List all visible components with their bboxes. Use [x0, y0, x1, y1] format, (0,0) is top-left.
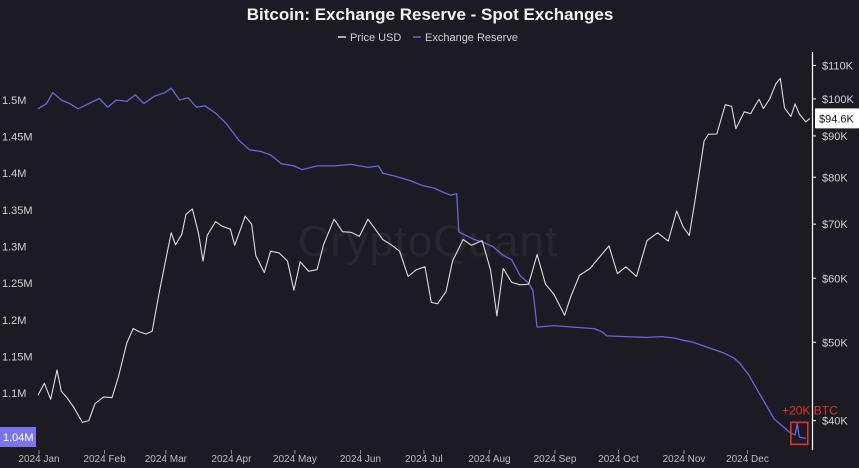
left-current-badge-label: 1.04M	[3, 432, 34, 444]
left-tick-label: 1.2M	[2, 315, 26, 327]
right-tick-label: $70K	[822, 219, 848, 231]
x-tick-label: 2024 Mar	[145, 454, 188, 465]
x-tick-label: 2024 Jul	[405, 454, 443, 465]
x-tick-label: 2024 Aug	[468, 454, 510, 465]
right-tick-label: $50K	[822, 337, 848, 349]
series-line-price-usd	[37, 77, 811, 423]
left-tick-label: 1.1M	[2, 388, 26, 400]
legend-label-reserve: Exchange Reserve	[425, 32, 518, 44]
left-tick-label: 1.5M	[2, 95, 26, 107]
left-tick-label: 1.45M	[2, 132, 33, 144]
legend-label-price: Price USD	[350, 32, 401, 44]
x-tick-label: 2024 Nov	[663, 454, 706, 465]
left-tick-label: 1.35M	[2, 205, 33, 217]
right-current-badge	[815, 108, 859, 129]
x-tick-label: 2024 May	[273, 454, 317, 465]
right-tick-label: $90K	[822, 131, 848, 143]
right-current-badge-label: $94.6K	[819, 113, 855, 125]
right-tick-label: $80K	[822, 172, 848, 184]
left-tick-label: 1.25M	[2, 278, 33, 290]
right-tick-label: $100K	[822, 94, 854, 106]
left-current-badge	[0, 427, 36, 448]
annotation-label: +20K BTC	[782, 403, 838, 417]
chart-title: Bitcoin: Exchange Reserve - Spot Exchang…	[247, 5, 614, 24]
watermark-text: CryptoQuant	[298, 217, 558, 266]
right-tick-label: $60K	[822, 273, 848, 285]
annotation-box	[790, 421, 809, 446]
x-tick-label: 2024 Apr	[211, 454, 252, 465]
left-tick-label: 1.3M	[2, 242, 26, 254]
left-tick-label: 1.4M	[2, 168, 26, 180]
x-tick-label: 2024 Dec	[726, 454, 769, 465]
series-line-exchange-reserve	[37, 87, 806, 440]
x-tick-label: 2024 Jan	[18, 454, 59, 465]
left-tick-label: 1.15M	[2, 351, 33, 363]
x-tick-label: 2024 Sep	[534, 454, 577, 465]
right-tick-label: $40K	[822, 416, 848, 428]
right-tick-label: $110K	[822, 60, 854, 72]
x-tick-label: 2024 Jun	[340, 454, 381, 465]
x-tick-label: 2024 Oct	[598, 454, 639, 465]
x-tick-label: 2024 Feb	[83, 454, 126, 465]
